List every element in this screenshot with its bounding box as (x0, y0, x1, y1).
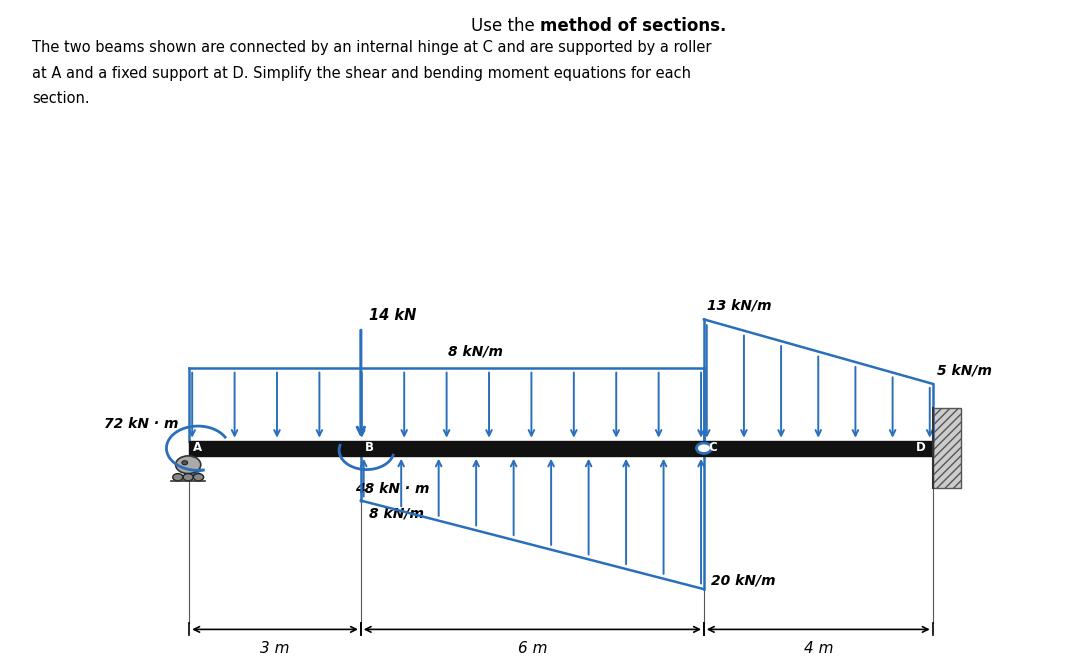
Text: 8 kN/m: 8 kN/m (369, 507, 424, 521)
Circle shape (176, 456, 201, 474)
Text: method of sections.: method of sections. (540, 17, 727, 35)
Text: 4 m: 4 m (804, 641, 833, 656)
Circle shape (181, 461, 188, 465)
Text: 6 m: 6 m (517, 641, 548, 656)
Bar (189, 441, 933, 456)
Circle shape (183, 474, 193, 481)
Text: Use the: Use the (471, 17, 540, 35)
Text: 5 kN/m: 5 kN/m (937, 364, 993, 378)
Circle shape (697, 443, 712, 454)
Text: 48 kN · m: 48 kN · m (355, 482, 430, 497)
Circle shape (173, 474, 183, 481)
Text: at A and a fixed support at D. Simplify the shear and bending moment equations f: at A and a fixed support at D. Simplify … (32, 66, 691, 81)
Text: 3 m: 3 m (260, 641, 289, 656)
Circle shape (193, 474, 204, 481)
Text: C: C (707, 441, 717, 454)
Bar (933, 408, 961, 488)
Text: section.: section. (32, 91, 90, 106)
Text: D: D (916, 441, 926, 454)
Text: 72 kN · m: 72 kN · m (104, 417, 178, 431)
Text: 20 kN/m: 20 kN/m (711, 573, 775, 587)
Text: 8 kN/m: 8 kN/m (448, 345, 502, 359)
Text: 13 kN/m: 13 kN/m (706, 298, 771, 312)
Text: B: B (365, 441, 374, 454)
Text: 14 kN: 14 kN (369, 307, 417, 323)
Text: A: A (193, 441, 202, 454)
Text: The two beams shown are connected by an internal hinge at C and are supported by: The two beams shown are connected by an … (32, 40, 712, 55)
